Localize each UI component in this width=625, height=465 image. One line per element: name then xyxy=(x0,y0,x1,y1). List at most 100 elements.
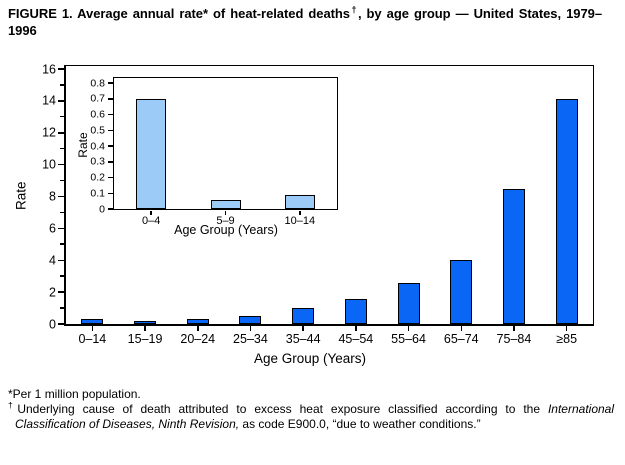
x-tick-label: 75–84 xyxy=(496,332,532,346)
x-tick-label: 25–34 xyxy=(233,332,268,346)
inset-x-axis-label: Age Group (Years) xyxy=(174,223,278,237)
y-tick-label: 0.5 xyxy=(90,124,105,136)
figure-title-text: FIGURE 1. Average annual rate* of heat-r… xyxy=(8,6,350,21)
y-axis-tick xyxy=(58,291,64,293)
x-tick-label: 20–24 xyxy=(180,332,216,346)
y-axis-tick xyxy=(107,129,113,131)
y-axis-tick xyxy=(107,82,113,84)
bar xyxy=(555,99,578,324)
x-tick-label: 45–54 xyxy=(338,332,374,346)
x-axis-tick xyxy=(91,326,94,331)
y-axis-tick xyxy=(107,113,113,116)
y-axis-tick xyxy=(58,132,64,134)
x-axis-tick xyxy=(150,210,152,215)
y-axis-minor-tick xyxy=(60,211,64,214)
y-tick-label: 4 xyxy=(49,253,56,267)
y-axis-minor-tick xyxy=(60,179,64,182)
bar xyxy=(502,188,525,324)
x-axis-tick xyxy=(224,210,227,215)
x-tick-label: 35–44 xyxy=(285,332,321,346)
main-y-axis-label: Rate xyxy=(13,181,29,211)
y-tick-label: 0.4 xyxy=(90,139,105,152)
main-x-axis-label: Age Group (Years) xyxy=(253,351,367,366)
y-axis-minor-tick xyxy=(60,84,64,86)
bar xyxy=(136,98,167,209)
y-axis-minor-tick xyxy=(60,275,64,277)
x-axis-tick xyxy=(513,326,515,331)
y-tick-label: 0.7 xyxy=(90,92,105,105)
y-tick-label: 10 xyxy=(42,157,56,172)
x-axis-tick xyxy=(302,326,304,331)
y-tick-label: 14 xyxy=(42,93,56,108)
bar xyxy=(397,282,420,324)
y-axis-tick xyxy=(58,163,64,166)
x-tick-label: 15–19 xyxy=(127,332,163,346)
y-axis-tick xyxy=(58,195,64,198)
x-tick-label: 5–9 xyxy=(216,215,235,227)
y-axis-minor-tick xyxy=(60,115,64,118)
x-tick-label: 0–14 xyxy=(78,332,107,346)
y-axis-tick xyxy=(58,227,64,230)
figure-title-text-cont: , by age group — United States, 1979–199… xyxy=(8,6,602,38)
x-axis-tick xyxy=(407,326,410,331)
bar xyxy=(210,199,241,209)
x-tick-label: 65–74 xyxy=(443,332,479,346)
bar xyxy=(134,320,157,324)
y-axis-tick xyxy=(58,100,64,102)
x-tick-label: ≥85 xyxy=(556,332,578,346)
footnote-icd-text-1: Underlying cause of death attributed to … xyxy=(17,402,548,416)
y-axis-minor-tick xyxy=(60,243,64,245)
y-axis-tick xyxy=(58,68,64,70)
footnote-population-text: Per 1 million population. xyxy=(12,387,141,401)
y-axis-tick xyxy=(107,145,113,147)
y-tick-label: 8 xyxy=(49,189,56,204)
x-tick-label: 55–64 xyxy=(391,332,426,346)
footnote-icd: †Underlying cause of death attributed to… xyxy=(8,400,614,432)
bar xyxy=(284,194,315,209)
bar xyxy=(239,316,262,324)
figure-title: FIGURE 1. Average annual rate* of heat-r… xyxy=(8,4,602,39)
y-tick-label: 0 xyxy=(99,202,105,215)
asterisk-marker: * xyxy=(8,387,13,401)
x-tick-label: 10–14 xyxy=(284,215,316,227)
y-tick-label: 0.3 xyxy=(90,155,105,168)
y-axis-tick xyxy=(107,98,113,100)
x-axis-tick xyxy=(460,326,462,331)
dagger-superscript: † xyxy=(350,4,358,15)
bar xyxy=(186,319,209,324)
x-axis-tick xyxy=(197,326,199,331)
y-axis-tick xyxy=(107,192,113,194)
dagger-marker: † xyxy=(8,400,18,410)
x-axis-tick xyxy=(144,326,146,331)
y-axis-tick xyxy=(107,176,113,179)
x-axis-tick xyxy=(249,326,252,331)
bar xyxy=(450,260,473,324)
footnote-icd-italic: International Classification of Diseases… xyxy=(15,402,614,431)
y-axis-tick xyxy=(107,208,113,210)
bar xyxy=(292,308,315,324)
bar xyxy=(344,298,367,324)
y-axis-minor-tick xyxy=(60,307,64,309)
bar xyxy=(81,319,104,324)
x-axis-tick xyxy=(565,326,568,331)
x-axis-tick xyxy=(299,210,301,215)
y-axis-tick xyxy=(58,323,64,325)
footnote-icd-text-2: as code E900.0, “due to weather conditio… xyxy=(239,417,481,431)
x-axis-tick xyxy=(355,326,357,331)
y-tick-label: 0 xyxy=(49,316,56,331)
y-tick-label: 12 xyxy=(42,125,56,140)
y-axis-tick xyxy=(58,259,64,261)
inset-y-axis-label: Rate xyxy=(76,132,90,158)
x-tick-label: 0–4 xyxy=(141,215,161,227)
footnote-population: *Per 1 million population. xyxy=(8,387,614,402)
y-tick-label: 6 xyxy=(49,221,56,236)
y-tick-label: 0.1 xyxy=(90,187,105,199)
y-tick-label: 0.8 xyxy=(90,76,105,89)
y-tick-label: 2 xyxy=(49,284,56,299)
footnotes: *Per 1 million population. †Underlying c… xyxy=(8,387,614,432)
y-axis-minor-tick xyxy=(60,147,64,150)
y-axis-tick xyxy=(107,161,113,163)
y-tick-label: 0.6 xyxy=(90,108,105,121)
y-tick-label: 16 xyxy=(42,61,56,76)
